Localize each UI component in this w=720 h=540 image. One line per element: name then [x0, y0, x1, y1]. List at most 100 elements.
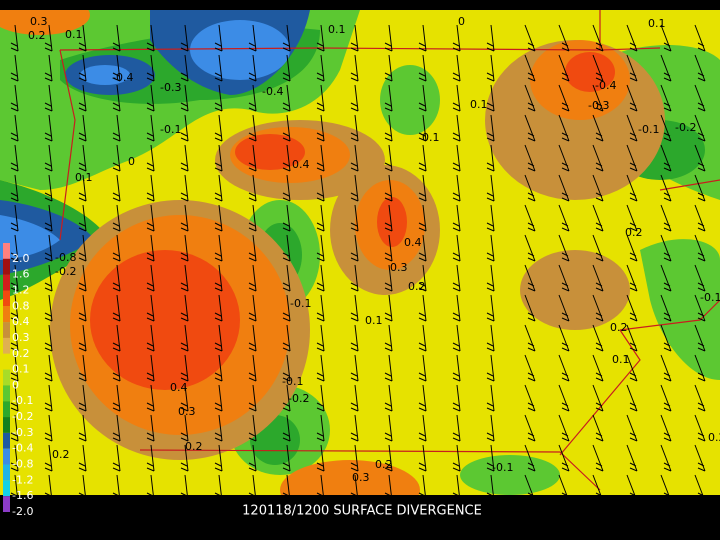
wind-barb — [112, 444, 121, 472]
wind-barb — [350, 174, 359, 202]
wind-barb — [44, 444, 53, 472]
wind-barb — [418, 264, 427, 292]
contour-label: 0.3 — [178, 405, 196, 418]
wind-barb — [282, 84, 291, 112]
wind-barb — [78, 54, 87, 82]
field-red — [90, 250, 240, 390]
wind-barb — [214, 444, 223, 472]
wind-barb — [660, 54, 672, 82]
wind-barb — [146, 324, 155, 352]
wind-barb — [180, 144, 189, 172]
color-bar: 2.0 1.6 1.2 0.8 0.4 0.3 0.2 0.1 0 -0.1 -0.2 -0.3 -0.… — [3, 243, 33, 518]
field-green — [380, 65, 440, 135]
wind-barb — [384, 24, 393, 52]
wind-barb — [626, 174, 638, 202]
wind-barb — [10, 384, 19, 412]
contour-label: 0.3 — [30, 15, 48, 28]
wind-barb — [660, 204, 672, 232]
map — [0, 0, 720, 520]
wind-barb — [316, 204, 325, 232]
wind-barb — [146, 54, 155, 82]
wind-barb — [384, 444, 393, 472]
wind-barb — [384, 174, 393, 202]
wind-barb — [44, 234, 53, 262]
wind-barb — [282, 24, 291, 52]
bottom-strip — [0, 495, 720, 540]
wind-barb — [452, 24, 461, 52]
wind-barb — [592, 294, 604, 322]
wind-barb — [694, 84, 706, 112]
wind-barb — [146, 144, 155, 172]
wind-barb — [282, 264, 291, 292]
wind-barb — [10, 204, 19, 232]
wind-barb — [10, 144, 19, 172]
wind-barb — [180, 24, 189, 52]
wind-barb — [626, 144, 638, 172]
map-title: 120118/1200 SURFACE DIVERGENCE — [242, 504, 482, 519]
wind-barb — [78, 234, 87, 262]
wind-barb — [316, 354, 325, 382]
wind-barb — [626, 204, 638, 232]
wind-barb — [282, 294, 291, 322]
wind-barb — [78, 414, 87, 442]
wind-barb — [452, 54, 461, 82]
wind-barb — [44, 294, 53, 322]
color-label: 1.2 — [12, 283, 30, 296]
wind-barb — [214, 294, 223, 322]
wind-barb — [44, 54, 53, 82]
wind-barb — [418, 54, 427, 82]
contour-label: 0.2 — [610, 321, 628, 334]
wind-barb — [558, 174, 570, 202]
wind-barb — [524, 114, 536, 142]
wind-barb — [180, 84, 189, 112]
color-swatch — [3, 274, 10, 291]
color-swatch — [3, 337, 10, 354]
wind-barb — [112, 204, 121, 232]
wind-barb — [452, 204, 461, 232]
wind-barb — [524, 84, 536, 112]
wind-barb — [248, 324, 257, 352]
wind-barb — [248, 174, 257, 202]
color-label: -0.8 — [12, 458, 33, 471]
wind-barb — [486, 144, 495, 172]
wind-barb — [44, 24, 53, 52]
wind-barb — [486, 384, 495, 412]
color-label: 0 — [12, 378, 19, 391]
wind-barb — [558, 444, 570, 472]
wind-barb — [214, 174, 223, 202]
wind-barb — [592, 264, 604, 292]
wind-barb — [146, 234, 155, 262]
wind-barb — [214, 384, 223, 412]
wind-barb — [78, 24, 87, 52]
color-label: -1.6 — [12, 489, 33, 502]
color-swatch — [3, 496, 10, 512]
wind-barb — [248, 24, 257, 52]
wind-barb — [214, 114, 223, 142]
wind-barb — [112, 84, 121, 112]
field-light-blue — [0, 215, 60, 260]
wind-barb — [146, 294, 155, 322]
wind-barb — [626, 294, 638, 322]
wind-barb — [146, 444, 155, 472]
wind-barb — [626, 444, 638, 472]
wind-barb — [214, 144, 223, 172]
wind-barb — [660, 84, 672, 112]
wind-barb — [694, 324, 706, 352]
wind-barb — [214, 264, 223, 292]
contour-label: 0.3 — [352, 471, 370, 484]
wind-barb — [694, 264, 706, 292]
wind-barb — [418, 84, 427, 112]
wind-barb — [10, 234, 19, 262]
wind-barb — [282, 54, 291, 82]
wind-barb — [316, 24, 325, 52]
wind-barb — [180, 114, 189, 142]
wind-barb — [44, 414, 53, 442]
wind-barb — [592, 384, 604, 412]
wind-barb — [592, 234, 604, 262]
wind-barb — [180, 174, 189, 202]
wind-barb — [524, 204, 536, 232]
wind-barb — [452, 114, 461, 142]
wind-barb — [248, 84, 257, 112]
wind-barb — [626, 24, 638, 52]
